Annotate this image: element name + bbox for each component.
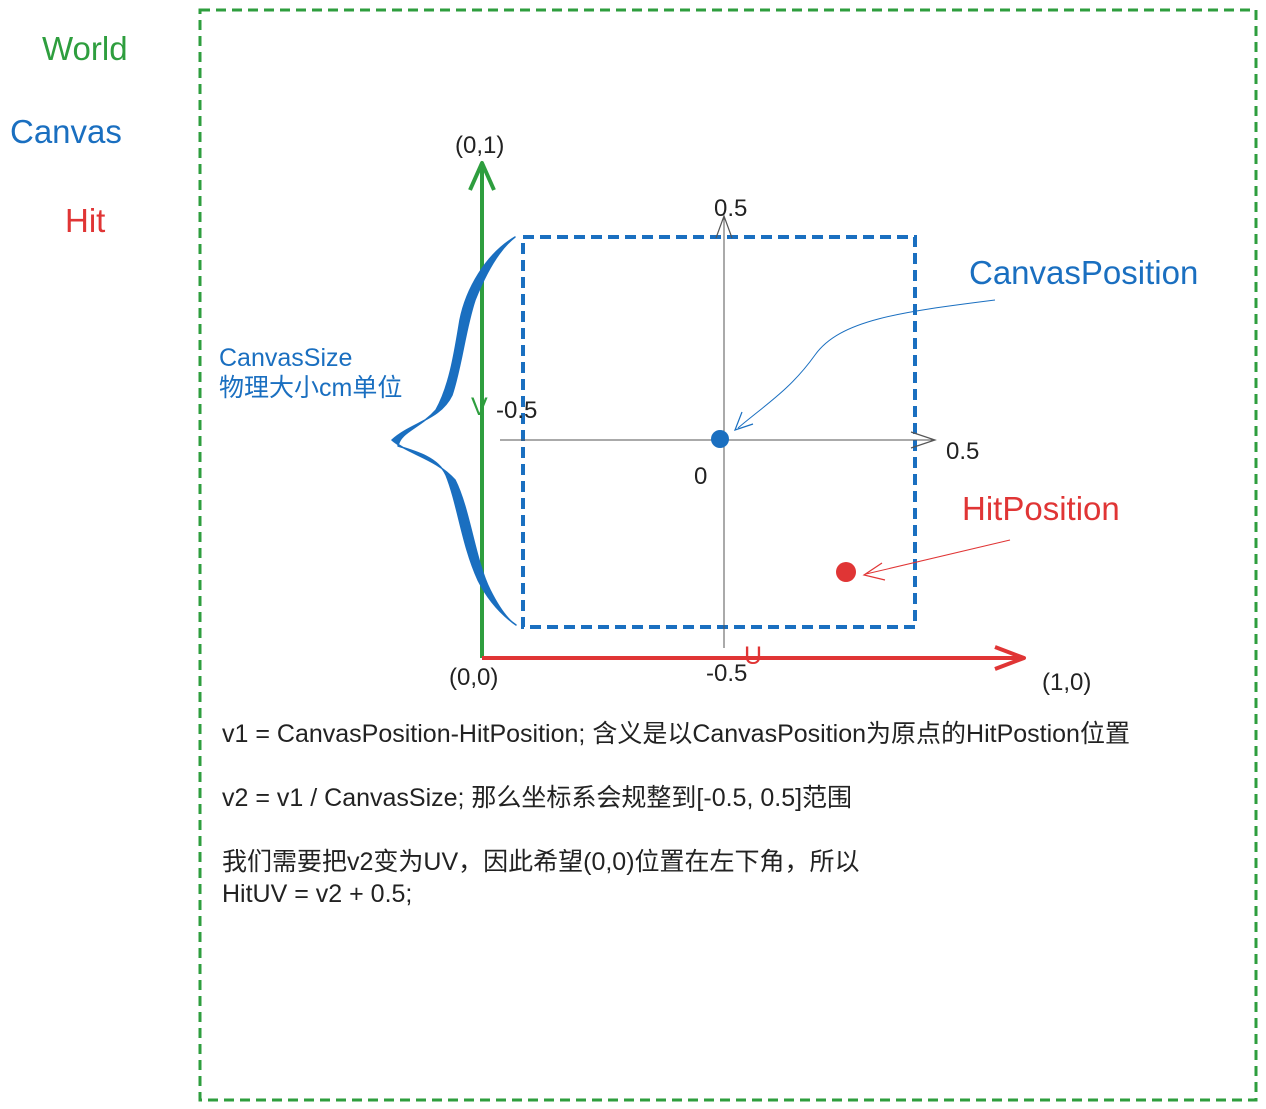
canvas-position-pointer-head: [733, 411, 754, 431]
legend-world: World: [42, 30, 128, 67]
u-axis-arrowhead: [994, 645, 1026, 671]
canvas-size-brace: [391, 236, 517, 626]
hit-position-pointer: [865, 539, 1011, 575]
canvas-position-pointer: [737, 299, 996, 429]
canvas-boundary: [521, 235, 917, 629]
origin-label: (0,0): [449, 664, 499, 691]
canvas-size-label: CanvasSize: [219, 344, 353, 372]
legend-canvas: Canvas: [10, 113, 122, 150]
v-axis-label: V: [471, 393, 488, 421]
u-axis-label: U: [744, 642, 763, 670]
hit-position-pointer-head: [862, 562, 886, 581]
canvas-left-label: -0.5: [496, 397, 538, 424]
canvas-y-axis-arrowhead: [715, 214, 733, 239]
canvas-x-axis-arrowhead: [910, 431, 937, 449]
formula-line-3: 我们需要把v2变为UV，因此希望(0,0)位置在左下角，所以: [222, 848, 860, 876]
world-boundary: [198, 8, 1258, 1102]
v-end-label: (0,1): [455, 132, 505, 159]
canvas-position-dot: [711, 430, 729, 448]
hit-position-label: HitPosition: [962, 490, 1120, 527]
formula-line-2: v2 = v1 / CanvasSize; 那么坐标系会规整到[-0.5, 0.…: [222, 784, 853, 812]
v-axis-arrowhead: [468, 161, 496, 191]
canvas-center-label: 0: [694, 463, 708, 490]
canvas-size-unit-label: 物理大小cm单位: [219, 374, 403, 402]
u-end-label: (1,0): [1042, 669, 1092, 696]
formula-line-4: HitUV = v2 + 0.5;: [222, 880, 413, 908]
formula-line-1: v1 = CanvasPosition-HitPosition; 含义是以Can…: [222, 720, 1130, 748]
canvas-top-label: 0.5: [714, 195, 748, 222]
canvas-position-label: CanvasPosition: [969, 254, 1199, 291]
hit-position-dot: [836, 562, 856, 582]
legend-hit: Hit: [65, 202, 106, 239]
canvas-right-label: 0.5: [946, 438, 980, 465]
canvas-bottom-label: -0.5: [706, 660, 748, 687]
